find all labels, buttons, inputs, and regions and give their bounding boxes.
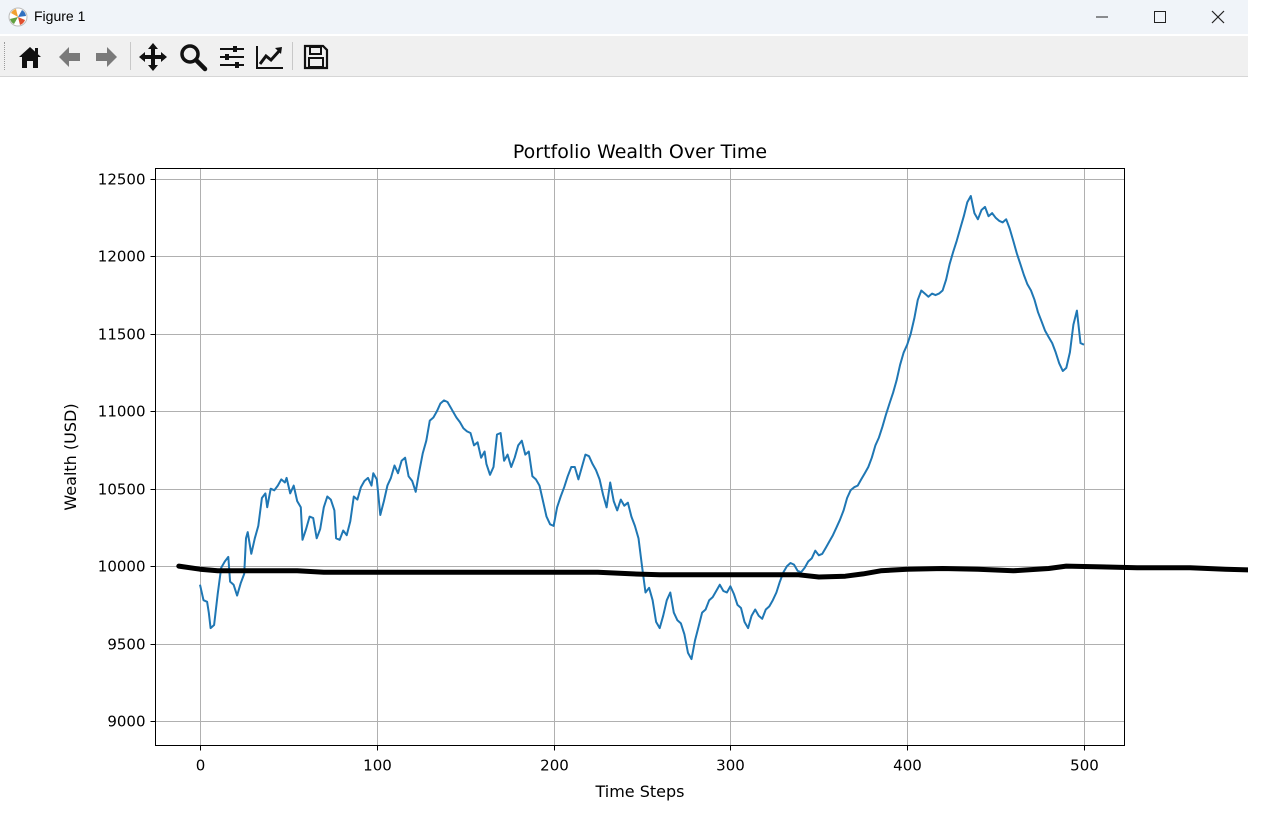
home-icon <box>19 47 41 68</box>
close-button[interactable] <box>1189 0 1247 34</box>
grid <box>155 168 1125 746</box>
forward-arrow-icon <box>96 47 117 67</box>
title-bar: Figure 1 <box>0 0 1248 34</box>
maximize-button[interactable] <box>1131 0 1189 34</box>
x-axis-label: Time Steps <box>594 782 684 801</box>
y-axis-label: Wealth (USD) <box>61 403 80 510</box>
close-icon <box>1211 10 1225 24</box>
figure-canvas[interactable]: 0 100 200 300 400 500 9000 9500 10000 10500 11000 1… <box>0 77 1248 826</box>
toolbar-separator <box>130 42 131 70</box>
outside-area <box>1248 0 1273 826</box>
y-tick-label: 12500 <box>98 171 146 189</box>
x-tick-label: 500 <box>1070 757 1099 775</box>
y-tick-label: 11500 <box>98 326 146 344</box>
minimize-icon <box>1096 16 1108 18</box>
x-tick-label: 400 <box>893 757 922 775</box>
back-arrow-icon <box>59 47 80 67</box>
series-layer <box>176 195 1248 661</box>
zoom-button[interactable] <box>176 40 210 74</box>
edit-axis-button[interactable] <box>253 40 287 74</box>
y-tick-label: 10000 <box>98 558 146 576</box>
overlay-stroke <box>176 563 1248 580</box>
pan-button[interactable] <box>136 40 170 74</box>
matplotlib-app-icon <box>8 7 28 27</box>
ticks: 0 100 200 300 400 500 9000 9500 10000 10500 11000 1… <box>98 171 1099 775</box>
zoom-icon <box>180 44 208 72</box>
x-tick-label: 0 <box>196 757 206 775</box>
y-tick-label: 9500 <box>107 636 145 654</box>
configure-subplots-button[interactable] <box>215 40 249 74</box>
navigation-toolbar <box>0 36 1248 77</box>
save-button[interactable] <box>299 40 333 74</box>
axes-frame <box>155 168 1125 746</box>
wealth-series-line <box>199 195 1085 661</box>
edit-axis-icon <box>256 46 283 69</box>
window-title: Figure 1 <box>34 8 86 24</box>
x-tick-label: 100 <box>363 757 392 775</box>
forward-button[interactable] <box>90 40 124 74</box>
chart-svg: 0 100 200 300 400 500 9000 9500 10000 10500 11000 1… <box>61 141 1248 801</box>
y-tick-label: 12000 <box>98 248 146 266</box>
toolbar-separator <box>292 42 293 70</box>
chart-title: Portfolio Wealth Over Time <box>513 141 767 163</box>
home-button[interactable] <box>13 40 47 74</box>
x-tick-label: 200 <box>540 757 569 775</box>
pan-icon <box>139 43 167 71</box>
y-tick-label: 10500 <box>98 481 146 499</box>
save-icon <box>303 44 329 70</box>
x-tick-label: 300 <box>716 757 745 775</box>
minimize-button[interactable] <box>1073 0 1131 34</box>
back-button[interactable] <box>52 40 86 74</box>
y-tick-label: 11000 <box>98 403 146 421</box>
toolbar-grip <box>4 42 7 70</box>
y-tick-label: 9000 <box>107 713 145 731</box>
configure-subplots-icon <box>220 46 244 68</box>
maximize-icon <box>1154 11 1166 23</box>
